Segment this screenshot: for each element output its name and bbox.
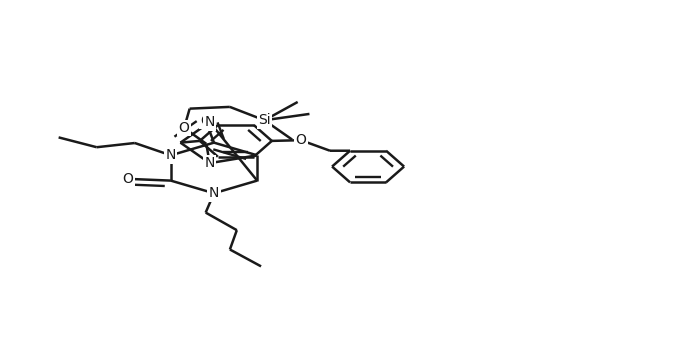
Text: O: O (179, 121, 190, 135)
Text: N: N (205, 115, 215, 129)
Text: N: N (205, 156, 215, 170)
Text: O: O (295, 133, 306, 147)
Text: Si: Si (258, 113, 271, 127)
Text: N: N (165, 148, 176, 162)
Text: N: N (209, 186, 219, 200)
Text: O: O (122, 172, 133, 186)
Text: O: O (200, 114, 211, 128)
